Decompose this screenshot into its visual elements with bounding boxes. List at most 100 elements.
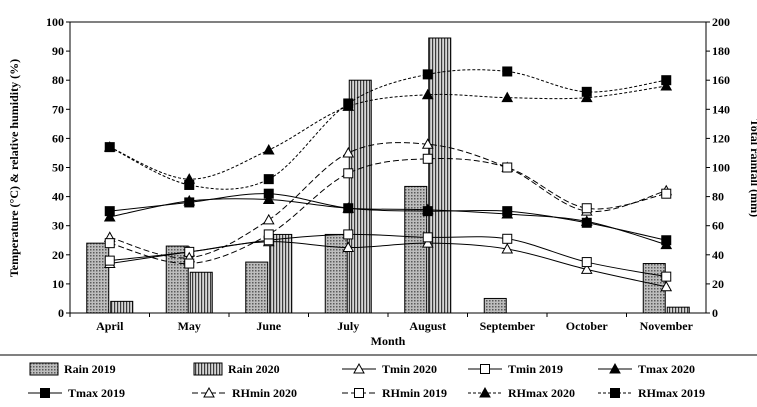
point-rhmax-2020-august xyxy=(421,88,434,100)
point-rhmin-2019-august xyxy=(422,153,433,164)
legend-item-rhmax-2019: RHmax 2019 xyxy=(598,386,705,400)
legend-swatch xyxy=(29,362,59,376)
bar-rain-2019-september xyxy=(483,297,507,314)
point-rhmax-2019-october xyxy=(581,86,592,97)
bar-rain-2020-august xyxy=(428,37,452,314)
point-rhmin-2019-september xyxy=(502,162,513,173)
point-rhmax-2019-august xyxy=(422,69,433,80)
y-left-tick-label: 10 xyxy=(52,277,64,291)
y-right-tick-label: 40 xyxy=(712,248,724,262)
point-tmin-2020-september xyxy=(501,242,514,254)
point-rhmax-2019-september xyxy=(502,66,513,77)
point-tmin-2019-november xyxy=(661,271,672,282)
legend-label: Rain 2019 xyxy=(64,362,116,376)
y-right-tick-label: 100 xyxy=(712,161,730,175)
legend-item-tmin-2019: Tmin 2019 xyxy=(468,362,563,376)
legend-label: RHmax 2020 xyxy=(508,386,575,400)
point-rhmin-2019-may xyxy=(184,258,195,269)
y-left-tick-label: 20 xyxy=(52,248,64,262)
legend-item-rhmax-2020: RHmax 2020 xyxy=(468,386,575,400)
legend-label: Tmax 2020 xyxy=(638,362,695,376)
axes-layer: 0 10 20 30 40 50 60 70 80 90 100 0 20 40 60 80 100 120 140… xyxy=(46,15,730,333)
y-right-tick-label: 180 xyxy=(712,44,730,58)
point-tmin-2020-october xyxy=(580,263,593,274)
line-rhmin-2020 xyxy=(109,142,667,259)
point-rhmax-2020-october xyxy=(580,91,593,103)
y-left-tick-label: 80 xyxy=(52,73,64,87)
line-rhmin-2019 xyxy=(109,158,667,265)
x-tick-label: October xyxy=(566,319,609,333)
point-rhmin-2020-august xyxy=(421,138,434,149)
plot-frame xyxy=(69,21,707,314)
point-rhmin-2019-april xyxy=(104,238,115,249)
bar-rain-2019-may xyxy=(165,245,189,314)
y-left-tick-label: 100 xyxy=(46,15,64,29)
point-rhmax-2019-april xyxy=(104,142,115,153)
x-tick-label: September xyxy=(480,319,536,333)
point-rhmax-2020-november xyxy=(660,79,673,91)
y-left-tick-label: 0 xyxy=(58,306,64,320)
y-right-tick-label: 160 xyxy=(712,73,730,87)
series-rhmax-2019 xyxy=(104,66,672,190)
point-tmax-2019-august xyxy=(422,206,433,217)
bar-rain-2020-november xyxy=(666,306,690,314)
point-tmin-2019-april xyxy=(104,255,115,266)
y-right-tick-label: 120 xyxy=(712,131,730,145)
point-tmin-2019-october xyxy=(581,257,592,268)
point-tmin-2019-july xyxy=(343,229,354,240)
bar-rain-2019-april xyxy=(86,242,110,314)
line-rhmax-2019 xyxy=(109,69,667,190)
point-rhmax-2019-november xyxy=(661,75,672,86)
point-tmax-2019-june xyxy=(263,188,274,199)
legend-marker xyxy=(353,362,365,374)
legend-marker xyxy=(354,388,364,398)
point-rhmin-2019-july xyxy=(343,168,354,179)
point-tmin-2019-september xyxy=(502,233,513,244)
point-rhmax-2019-june xyxy=(263,174,274,185)
legend-label: RHmin 2019 xyxy=(382,386,447,400)
point-tmax-2019-july xyxy=(343,203,354,214)
x-axis-title: Month xyxy=(371,334,406,348)
legend-marker xyxy=(40,388,50,398)
legend-item-rain-2020: Rain 2020 xyxy=(193,362,280,376)
legend-label: Rain 2020 xyxy=(228,362,280,376)
legend-item-tmin-2020: Tmin 2020 xyxy=(342,362,437,376)
y-left-tick-label: 30 xyxy=(52,219,64,233)
point-tmax-2020-april xyxy=(103,210,116,222)
y-right-tick-label: 60 xyxy=(712,219,724,233)
y-left-tick-label: 60 xyxy=(52,131,64,145)
legend-label: Tmin 2020 xyxy=(382,362,437,376)
bars-layer xyxy=(86,37,690,314)
bar-rain-2019-june xyxy=(245,261,269,314)
x-tick-label: May xyxy=(178,319,201,333)
bar-rain-2020-july xyxy=(348,79,372,314)
legend: Rain 2019 Rain 2020 Tmin 2020 Tmin 2019 Tmax… xyxy=(28,362,705,400)
point-rhmax-2020-september xyxy=(501,91,514,103)
legend-marker xyxy=(610,388,620,398)
point-rhmin-2020-july xyxy=(342,146,355,158)
point-tmax-2019-september xyxy=(502,206,513,217)
point-rhmax-2020-june xyxy=(262,144,275,155)
point-tmax-2019-may xyxy=(184,197,195,208)
x-tick-label: June xyxy=(256,319,281,333)
point-tmax-2019-april xyxy=(104,206,115,217)
series-tmax-2019 xyxy=(104,188,672,246)
point-rhmin-2019-october xyxy=(581,203,592,214)
legend-label: Tmax 2019 xyxy=(68,386,125,400)
legend-item-tmax-2020: Tmax 2020 xyxy=(598,362,695,376)
legend-label: RHmin 2020 xyxy=(232,386,297,400)
y-left-tick-label: 40 xyxy=(52,190,64,204)
legend-item-rhmin-2020: RHmin 2020 xyxy=(192,386,297,400)
x-tick-label: April xyxy=(96,319,124,333)
x-tick-label: August xyxy=(409,319,446,333)
line-rhmax-2020 xyxy=(109,85,667,180)
point-tmax-2020-june xyxy=(262,193,275,205)
point-tmin-2020-november xyxy=(660,280,673,292)
y-right-tick-label: 200 xyxy=(712,15,730,29)
point-rhmin-2019-november xyxy=(661,188,672,199)
bar-rain-2020-may xyxy=(189,271,213,314)
y-left-tick-label: 90 xyxy=(52,44,64,58)
x-tick-label: July xyxy=(337,319,359,333)
y-left-tick-label: 70 xyxy=(52,102,64,116)
point-tmin-2020-august xyxy=(421,237,434,248)
